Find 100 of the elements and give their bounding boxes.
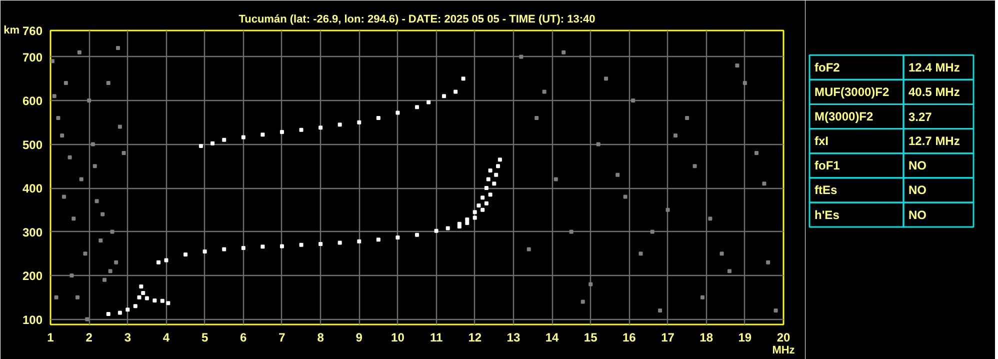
point <box>54 295 58 300</box>
point <box>484 201 488 206</box>
point <box>623 194 628 199</box>
x-tick-label: 11 <box>430 330 443 344</box>
point <box>766 260 770 264</box>
text: NO <box>908 183 926 198</box>
point <box>700 295 704 300</box>
point <box>673 134 678 138</box>
point <box>376 116 380 120</box>
point <box>118 124 122 129</box>
point <box>198 144 203 148</box>
chart-title: Tucumán (lat: -26.9, lon: 294.6) - DATE: 2025 05 05 - TIME (UT): 13:40 <box>238 14 596 26</box>
x-tick-label: 8 <box>317 330 324 344</box>
text: foF2 <box>814 60 840 74</box>
point <box>596 142 600 146</box>
point <box>318 126 323 130</box>
point <box>60 134 64 138</box>
y-tick-label: 400 <box>22 182 43 196</box>
point <box>476 204 481 208</box>
text: NO <box>908 158 926 173</box>
text: MUF(3000)F2 <box>814 84 890 99</box>
point <box>562 50 566 54</box>
point <box>650 230 654 234</box>
point <box>202 249 207 254</box>
point <box>692 164 697 168</box>
point <box>139 284 144 288</box>
point <box>85 317 90 322</box>
point <box>480 196 485 200</box>
y-tick-label: 500 <box>22 138 43 152</box>
point <box>100 212 105 216</box>
point <box>708 216 712 221</box>
point <box>160 298 164 303</box>
point <box>588 282 593 286</box>
point <box>141 291 146 295</box>
point <box>580 300 585 304</box>
point <box>79 177 84 182</box>
point <box>357 120 362 124</box>
point <box>116 46 120 50</box>
point <box>357 239 362 244</box>
point <box>83 252 88 256</box>
point <box>488 192 492 197</box>
point <box>774 308 778 312</box>
point <box>137 295 142 300</box>
point <box>50 59 54 64</box>
x-tick-label: 6 <box>240 330 248 344</box>
point <box>415 232 419 237</box>
y-tick-label: 600 <box>22 94 43 108</box>
point <box>184 252 188 256</box>
point <box>133 304 138 308</box>
point <box>376 238 380 242</box>
y-tick-label: 700 <box>22 50 43 64</box>
point <box>122 151 126 155</box>
point <box>488 168 492 172</box>
point <box>338 240 342 245</box>
point <box>465 218 470 222</box>
point <box>472 216 477 220</box>
point <box>222 138 226 142</box>
point <box>454 90 458 94</box>
x-tick-label: 1 <box>47 330 54 344</box>
text: 12.4 MHz <box>908 60 960 74</box>
point <box>742 81 747 85</box>
point <box>72 216 76 221</box>
x-tick-label: 13 <box>506 330 520 344</box>
point <box>472 210 477 214</box>
point <box>318 242 323 246</box>
text: 12.7 MHz <box>908 134 960 148</box>
point <box>152 298 157 302</box>
point <box>754 151 758 155</box>
x-tick-label: 7 <box>278 330 286 344</box>
point <box>616 172 620 177</box>
x-tick-label: 20 <box>776 330 790 344</box>
text: NO <box>908 208 926 222</box>
text: M(3000)F2 <box>814 109 874 124</box>
point <box>126 308 130 312</box>
x-axis-title: MHz <box>772 344 796 356</box>
y-tick-label: 760 <box>22 24 43 38</box>
point <box>638 252 643 256</box>
point <box>569 230 574 234</box>
point <box>542 90 546 94</box>
y-tick-label: 200 <box>22 269 43 283</box>
point <box>465 221 470 225</box>
point <box>720 252 724 256</box>
point <box>426 100 431 104</box>
point <box>87 98 92 102</box>
point <box>241 135 246 140</box>
y-axis-title: km <box>4 24 20 36</box>
point <box>98 238 103 242</box>
point <box>299 242 304 247</box>
point <box>519 54 524 59</box>
x-tick-label: 9 <box>356 330 363 344</box>
point <box>56 116 60 120</box>
point <box>396 110 400 115</box>
y-tick-label: 100 <box>22 312 43 327</box>
point <box>396 235 400 240</box>
point <box>446 226 450 230</box>
point <box>210 141 215 146</box>
point <box>222 247 226 252</box>
point <box>92 164 97 168</box>
point <box>70 274 74 278</box>
text: 3.27 <box>908 110 932 124</box>
